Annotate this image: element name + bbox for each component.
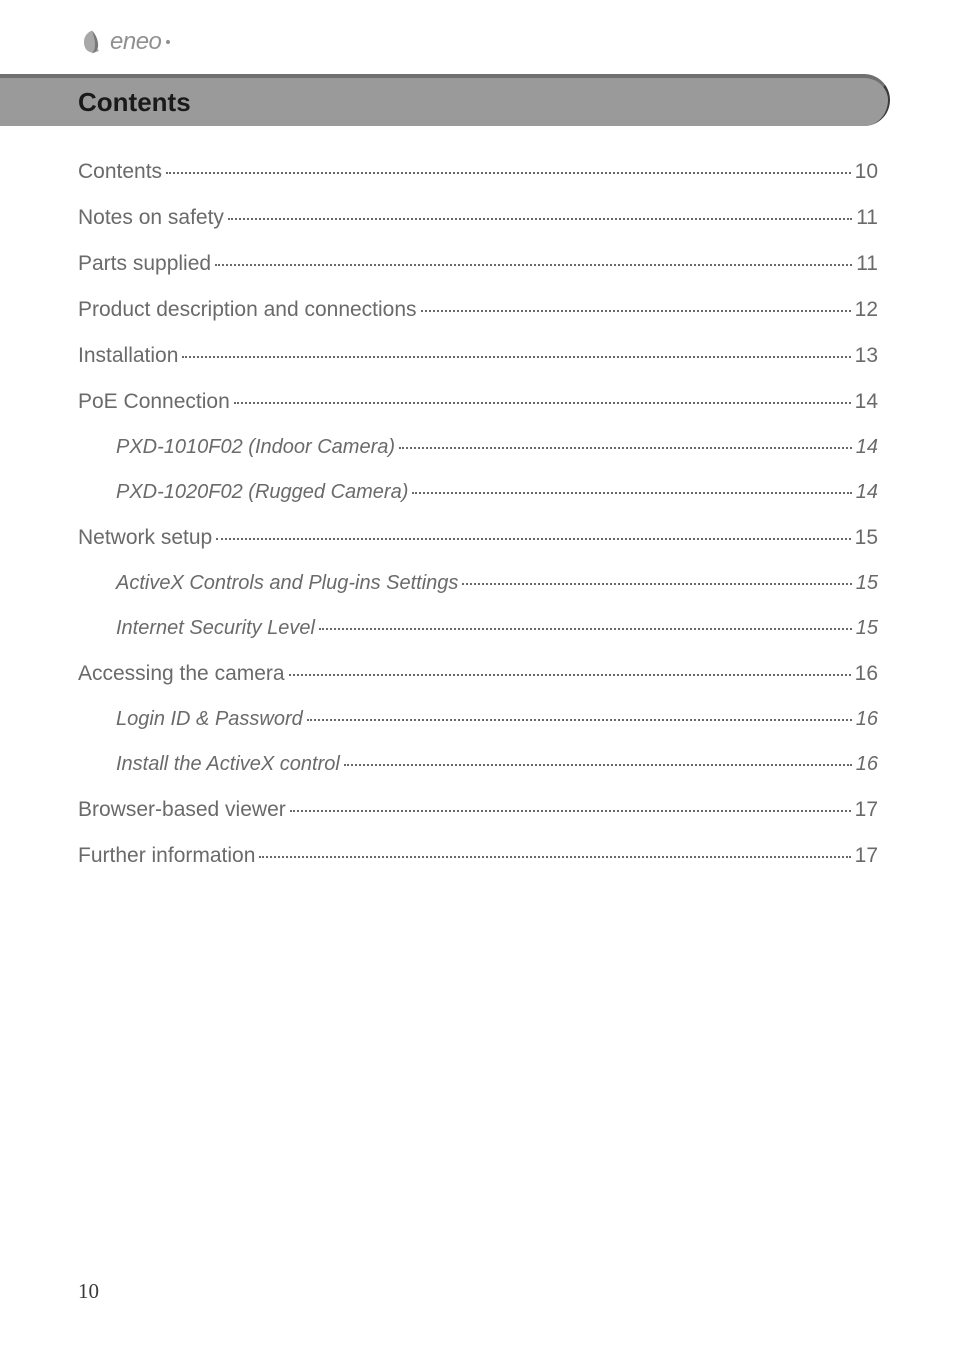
toc-leader: [307, 719, 852, 721]
toc-label: Product description and connections: [78, 298, 417, 322]
toc-label: Accessing the camera: [78, 662, 285, 686]
toc-page: 15: [856, 617, 878, 640]
toc-row: Contents 10: [78, 160, 878, 184]
toc-label: Install the ActiveX control: [78, 753, 340, 776]
section-banner: Contents: [0, 74, 890, 126]
page-number: 10: [78, 1279, 99, 1304]
toc-page: 13: [855, 344, 878, 368]
toc-leader: [344, 764, 852, 766]
toc-leader: [228, 218, 852, 220]
toc-leader: [166, 172, 851, 174]
toc-row: PoE Connection 14: [78, 390, 878, 414]
toc-page: 14: [856, 481, 878, 504]
toc-leader: [216, 538, 850, 540]
logo-leaf-icon: [78, 28, 106, 56]
toc-leader: [462, 583, 851, 585]
toc-page: 15: [856, 572, 878, 595]
toc-label: ActiveX Controls and Plug-ins Settings: [78, 572, 458, 595]
toc-label: Contents: [78, 160, 162, 184]
toc-page: 16: [856, 753, 878, 776]
toc-page: 14: [856, 436, 878, 459]
toc-label: Login ID & Password: [78, 708, 303, 731]
toc-leader: [319, 628, 852, 630]
toc-leader: [234, 402, 851, 404]
table-of-contents: Contents10Notes on safety11Parts supplie…: [78, 160, 878, 890]
brand-logo: eneo: [78, 28, 170, 56]
toc-row: Network setup 15: [78, 526, 878, 550]
toc-row: PXD-1020F02 (Rugged Camera) 14: [78, 481, 878, 504]
toc-leader: [290, 810, 851, 812]
toc-row: Internet Security Level 15: [78, 617, 878, 640]
logo-text: eneo: [110, 28, 161, 56]
toc-label: Internet Security Level: [78, 617, 315, 640]
toc-label: Parts supplied: [78, 252, 211, 276]
toc-leader: [259, 856, 850, 858]
toc-label: Browser-based viewer: [78, 798, 286, 822]
toc-page: 11: [856, 206, 878, 230]
toc-row: Accessing the camera 16: [78, 662, 878, 686]
toc-page: 17: [855, 798, 878, 822]
toc-row: Installation 13: [78, 344, 878, 368]
toc-row: Parts supplied 11: [78, 252, 878, 276]
toc-label: Installation: [78, 344, 178, 368]
toc-row: Browser-based viewer 17: [78, 798, 878, 822]
toc-row: Install the ActiveX control 16: [78, 753, 878, 776]
toc-label: Network setup: [78, 526, 212, 550]
toc-leader: [289, 674, 851, 676]
toc-label: PoE Connection: [78, 390, 230, 414]
toc-leader: [412, 492, 851, 494]
toc-page: 16: [856, 708, 878, 731]
toc-row: Further information 17: [78, 844, 878, 868]
logo-dot-icon: [166, 40, 170, 44]
banner-title: Contents: [78, 87, 191, 118]
toc-leader: [182, 356, 850, 358]
toc-page: 17: [855, 844, 878, 868]
toc-label: Notes on safety: [78, 206, 224, 230]
toc-page: 11: [856, 252, 878, 276]
toc-page: 10: [855, 160, 878, 184]
toc-row: PXD-1010F02 (Indoor Camera) 14: [78, 436, 878, 459]
toc-label: PXD-1020F02 (Rugged Camera): [78, 481, 408, 504]
toc-page: 14: [855, 390, 878, 414]
toc-row: Login ID & Password 16: [78, 708, 878, 731]
toc-leader: [399, 447, 852, 449]
toc-row: Notes on safety 11: [78, 206, 878, 230]
toc-leader: [215, 264, 852, 266]
toc-label: PXD-1010F02 (Indoor Camera): [78, 436, 395, 459]
toc-label: Further information: [78, 844, 255, 868]
toc-page: 16: [855, 662, 878, 686]
toc-page: 12: [855, 298, 878, 322]
toc-page: 15: [855, 526, 878, 550]
toc-leader: [421, 310, 851, 312]
toc-row: Product description and connections 12: [78, 298, 878, 322]
toc-row: ActiveX Controls and Plug-ins Settings 15: [78, 572, 878, 595]
